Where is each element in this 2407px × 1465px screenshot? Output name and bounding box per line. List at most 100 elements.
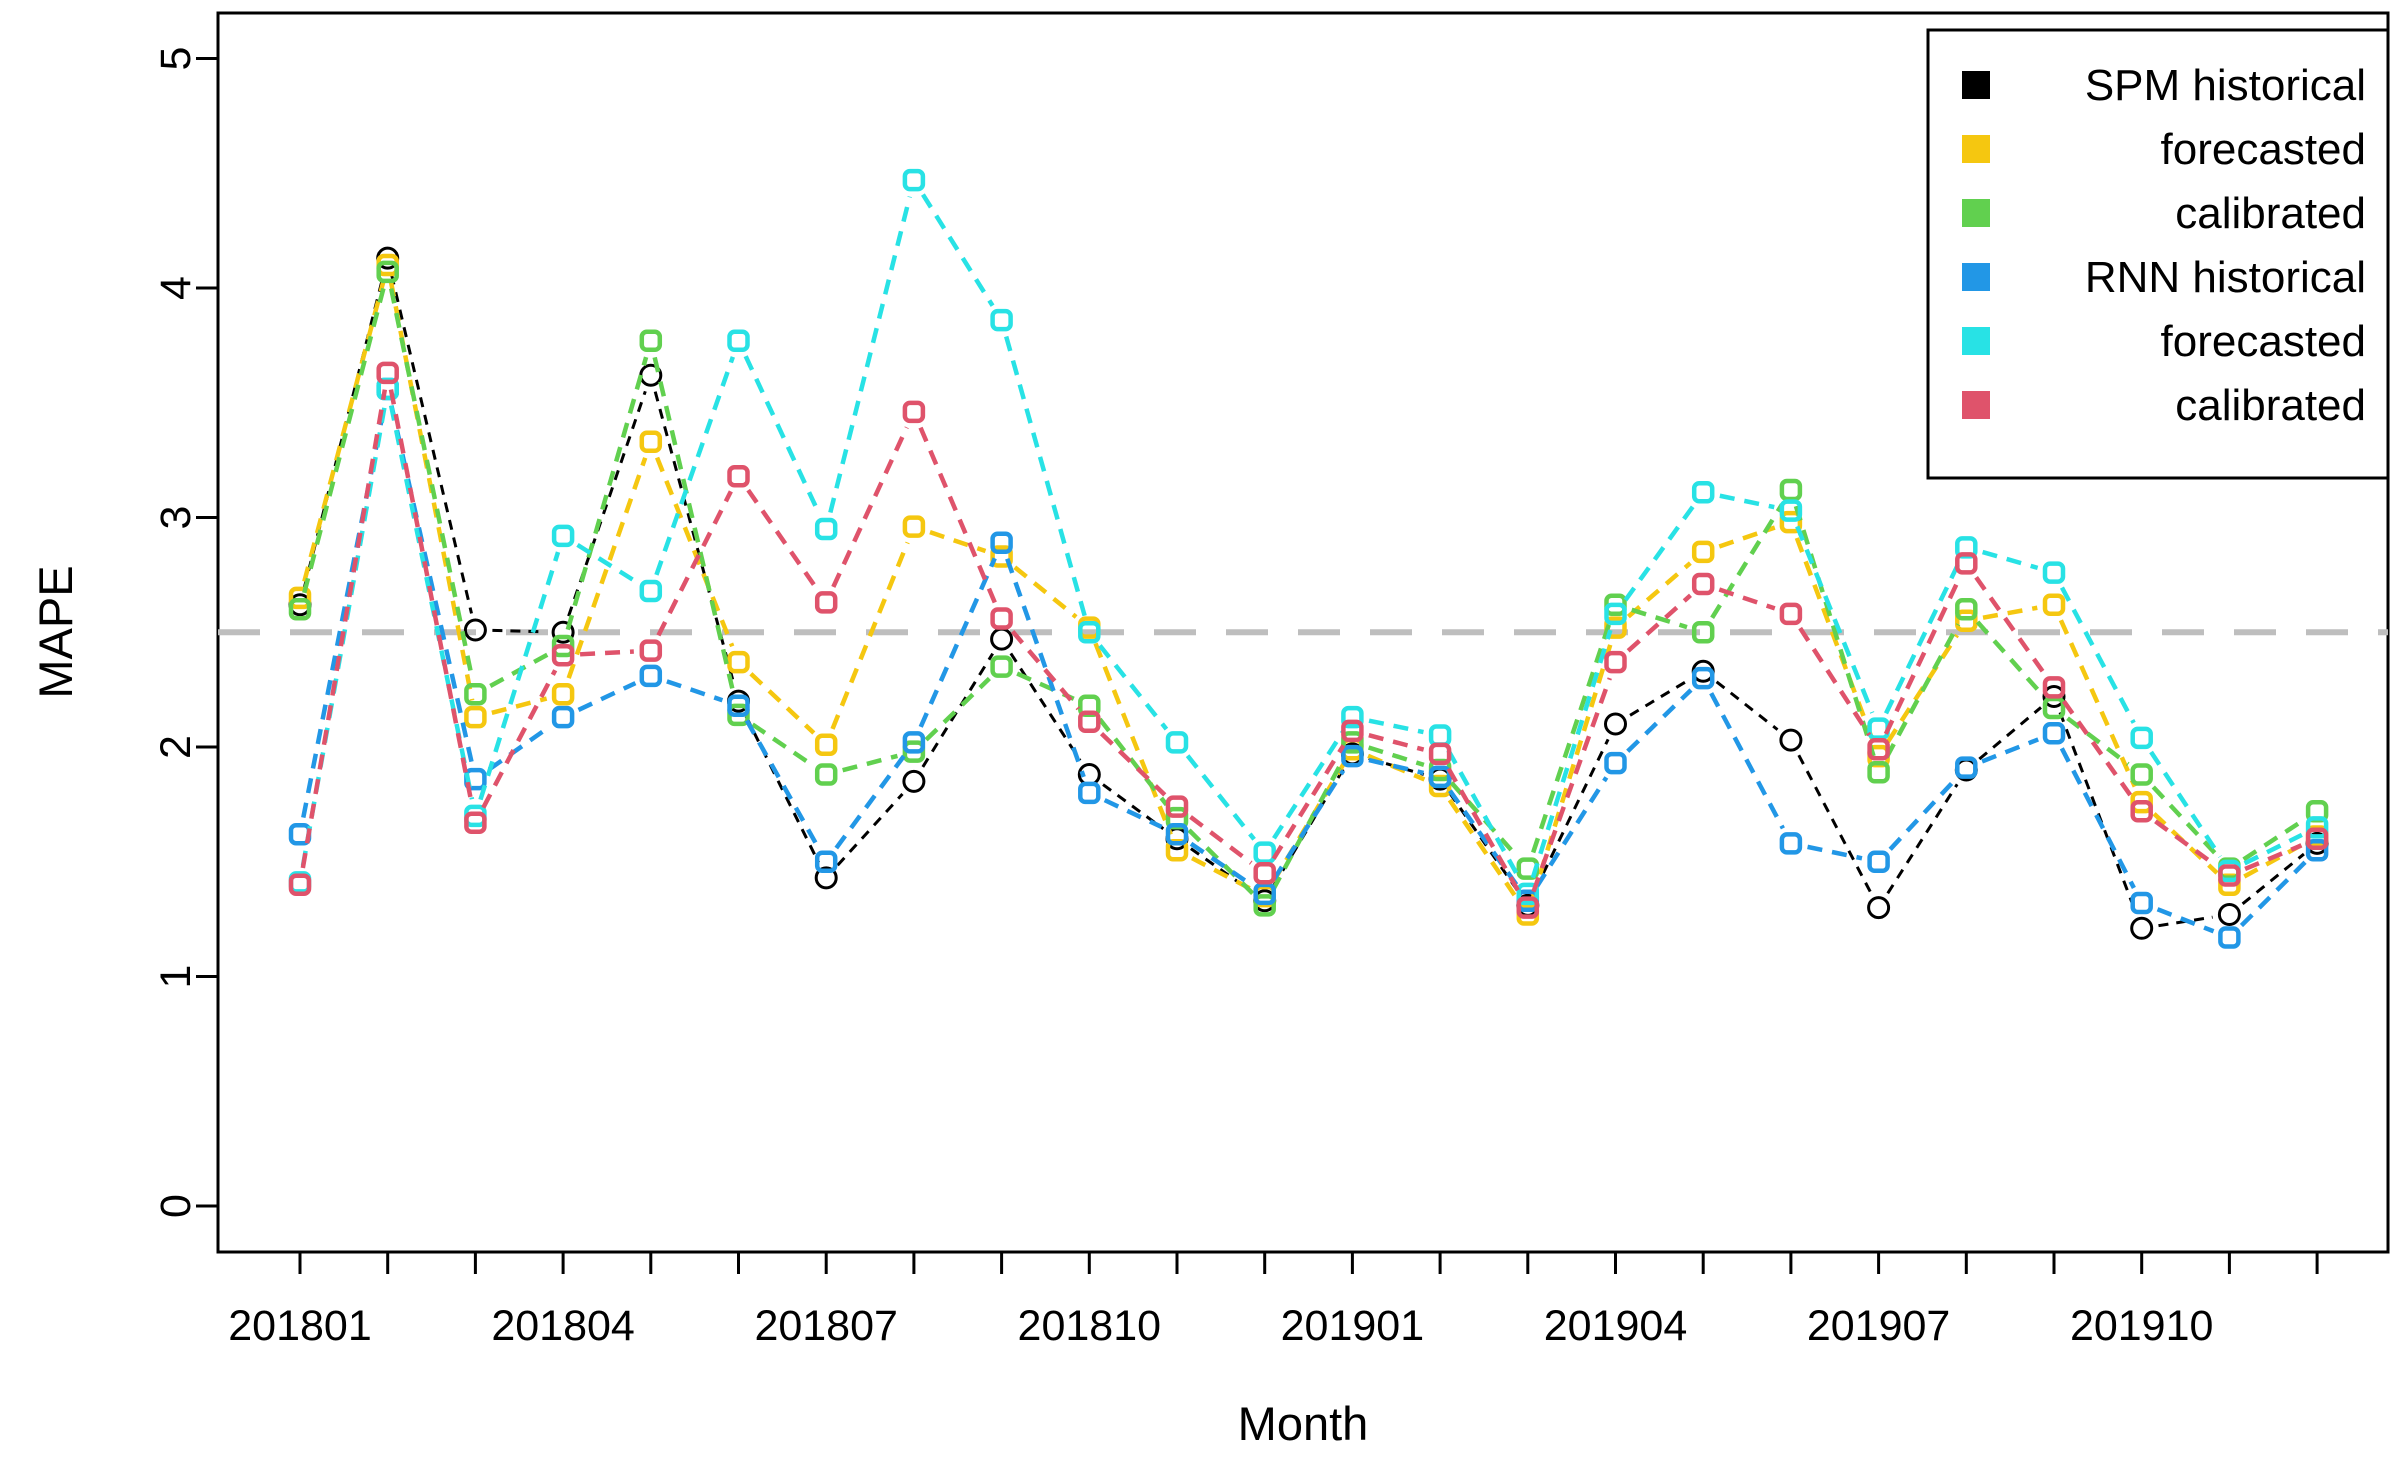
series-segment xyxy=(2058,619,2137,788)
series-segment xyxy=(1449,781,1519,858)
series-segment xyxy=(1004,335,1087,617)
series-segment xyxy=(1447,798,1521,902)
data-point-square xyxy=(814,591,838,614)
data-point-square xyxy=(990,308,1013,332)
data-point-circle xyxy=(463,618,487,642)
data-point-square xyxy=(1341,719,1364,743)
series-segment xyxy=(565,356,649,631)
series-segment xyxy=(492,628,547,634)
series-spm-calibrated xyxy=(288,260,2329,917)
data-point-square xyxy=(814,763,838,786)
series-segment xyxy=(2242,818,2305,862)
series-segment xyxy=(1718,525,1776,549)
series-segment xyxy=(300,389,388,869)
data-point-square xyxy=(1691,572,1715,596)
series-segment xyxy=(301,405,387,818)
series-segment xyxy=(1626,561,1692,619)
series-segment xyxy=(1629,678,1690,717)
data-point-square xyxy=(1428,724,1452,747)
data-point-square xyxy=(2130,800,2153,823)
series-segment xyxy=(918,426,998,604)
series-segment xyxy=(1883,577,1962,735)
data-point-circle xyxy=(1779,728,1803,752)
legend-swatch xyxy=(1962,135,1990,163)
data-point-square xyxy=(2305,827,2329,851)
data-point-circle xyxy=(2217,903,2241,927)
data-point-square xyxy=(639,664,663,688)
series-segment xyxy=(751,722,814,767)
data-point-square xyxy=(727,329,750,353)
data-point-square xyxy=(1779,499,1803,522)
data-point-square xyxy=(639,329,663,353)
series-segment xyxy=(1798,626,1872,737)
series-segment xyxy=(744,715,820,864)
data-point-square xyxy=(902,515,926,538)
series-segment xyxy=(836,792,904,867)
data-point-square xyxy=(990,655,1013,678)
data-point-circle xyxy=(2042,685,2066,709)
series-segment xyxy=(1099,731,1167,797)
data-point-square xyxy=(1779,602,1803,626)
series-segment xyxy=(388,389,475,807)
series-segment xyxy=(1982,549,2039,571)
x-axis-title: Month xyxy=(1238,1397,1369,1450)
series-segment xyxy=(1368,733,1425,752)
data-point-square xyxy=(376,361,399,385)
data-point-square xyxy=(1867,850,1890,873)
y-axis-title: MAPE xyxy=(29,565,82,698)
data-point-square xyxy=(1516,882,1540,906)
series-segment xyxy=(842,753,899,773)
legend-swatch xyxy=(1962,71,1990,99)
series-segment xyxy=(1981,737,2039,764)
series-segment xyxy=(390,274,473,614)
series-segment xyxy=(1530,643,1613,899)
data-point-square xyxy=(2130,891,2153,915)
data-point-square xyxy=(1867,717,1890,740)
data-point-square xyxy=(288,598,312,621)
series-segment xyxy=(1807,844,1863,861)
series-segment xyxy=(481,669,558,809)
legend-swatch xyxy=(1962,199,1990,227)
series-segment xyxy=(1795,525,1875,714)
series-segment xyxy=(1271,744,1346,860)
series-segment xyxy=(1446,749,1522,881)
y-tick-label: 0 xyxy=(152,1194,200,1218)
series-segment xyxy=(1982,605,2038,620)
data-point-square xyxy=(1253,861,1276,885)
data-point-square xyxy=(1779,510,1803,534)
data-point-square xyxy=(1165,822,1189,846)
series-segment xyxy=(652,356,737,699)
data-point-square xyxy=(814,517,838,541)
series-segment xyxy=(1718,587,1776,611)
series-segment xyxy=(1623,504,1696,602)
data-point-square xyxy=(551,643,575,667)
data-point-square xyxy=(551,682,575,706)
data-point-square xyxy=(727,694,750,717)
data-point-square xyxy=(2042,696,2066,720)
data-point-square xyxy=(2042,561,2066,584)
legend-swatch xyxy=(1962,391,1990,419)
data-point-circle xyxy=(551,620,575,644)
data-point-square xyxy=(1078,621,1101,644)
x-tick-label: 201801 xyxy=(228,1302,372,1350)
series-segment xyxy=(1448,789,1520,889)
series-segment xyxy=(1533,738,1610,891)
y-tick-label: 5 xyxy=(152,47,200,71)
data-point-square xyxy=(1779,832,1803,855)
series-segment xyxy=(2061,699,2134,799)
series-segment xyxy=(1883,561,1961,715)
data-point-square xyxy=(727,464,750,488)
data-point-square xyxy=(639,579,663,603)
data-point-square xyxy=(1253,894,1276,917)
series-segment xyxy=(834,754,906,850)
series-segment xyxy=(2244,843,2303,872)
data-point-square xyxy=(1165,731,1189,754)
legend-label: calibrated xyxy=(2175,381,2366,430)
data-point-square xyxy=(2042,721,2066,745)
data-point-square xyxy=(1867,738,1890,761)
data-point-square xyxy=(639,639,663,662)
series-segment xyxy=(828,196,912,514)
series-segment xyxy=(743,355,822,515)
data-point-square xyxy=(1691,540,1715,564)
